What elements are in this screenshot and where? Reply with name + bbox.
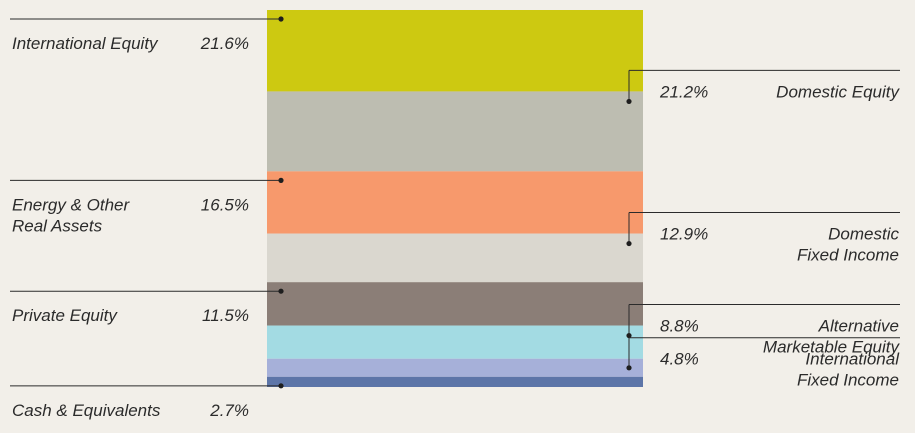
segment-value-domestic-equity: 21.2% — [659, 82, 708, 101]
bar-segment-international-fixed-income — [267, 358, 643, 377]
segment-value-cash-and-equivalents: 2.7% — [209, 401, 249, 420]
leader-dot-private-equity — [278, 288, 284, 294]
segment-name-line: Real Assets — [12, 216, 103, 235]
bar-segment-international-equity — [267, 10, 643, 92]
leader-dot-energy-and-other-real-assets — [278, 177, 284, 183]
segment-name-line: International Equity — [12, 34, 159, 53]
leader-dot-international-fixed-income — [626, 365, 632, 371]
segment-name-line: Cash & Equivalents — [12, 401, 161, 420]
leader-dot-international-equity — [278, 16, 284, 22]
leader-dot-alternative-marketable-equity — [626, 332, 632, 339]
bar-segment-private-equity — [267, 282, 643, 326]
leader-dot-cash-and-equivalents — [278, 383, 284, 389]
leader-dot-domestic-fixed-income — [626, 240, 632, 247]
segment-name-line: Domestic — [828, 225, 899, 244]
bar-segment-domestic-equity — [267, 91, 643, 172]
segment-name-international-fixed-income: International Fixed Income — [797, 350, 900, 390]
segment-name-international-equity: International Equity — [12, 34, 159, 53]
segment-value-energy-and-other-real-assets: 16.5% — [201, 195, 249, 214]
bar-segment-cash-and-equivalents — [267, 376, 643, 387]
segment-name-alternative-marketable-equity: Alternative Marketable Equity — [763, 317, 901, 357]
segment-value-private-equity: 11.5% — [202, 306, 249, 325]
segment-value-international-fixed-income: 4.8% — [660, 350, 699, 369]
bar-segments — [267, 10, 643, 387]
segment-name-domestic-equity: Domestic Equity — [776, 82, 900, 101]
segment-name-domestic-fixed-income: Domestic Fixed Income — [797, 225, 900, 265]
bar-segment-energy-and-other-real-assets — [267, 171, 643, 234]
segment-value-domestic-fixed-income: 12.9% — [660, 225, 708, 244]
segment-value-alternative-marketable-equity: 8.8% — [660, 317, 699, 336]
segment-name-line: Domestic Equity — [776, 82, 900, 101]
bar-segment-alternative-marketable-equity — [267, 325, 643, 359]
segment-name-line: Fixed Income — [797, 371, 899, 390]
segment-name-energy-and-other-real-assets: Energy & Other Real Assets — [12, 195, 131, 235]
bar-segment-domestic-fixed-income — [267, 233, 643, 283]
segment-name-line: Marketable Equity — [763, 338, 901, 357]
segment-name-line: Private Equity — [12, 306, 118, 325]
segment-value-international-equity: 21.6% — [200, 34, 249, 53]
leader-dot-domestic-equity — [626, 98, 632, 105]
segment-name-line: Fixed Income — [797, 246, 899, 265]
segment-name-line: Energy & Other — [12, 195, 131, 214]
leader-lines — [10, 16, 900, 389]
segment-labels: International Equity 21.6% Domestic Equity… — [12, 34, 900, 420]
segment-name-line: Alternative — [818, 317, 899, 336]
segment-name-line: International — [805, 350, 900, 369]
segment-name-cash-and-equivalents: Cash & Equivalents — [12, 401, 161, 420]
segment-name-private-equity: Private Equity — [12, 306, 118, 325]
